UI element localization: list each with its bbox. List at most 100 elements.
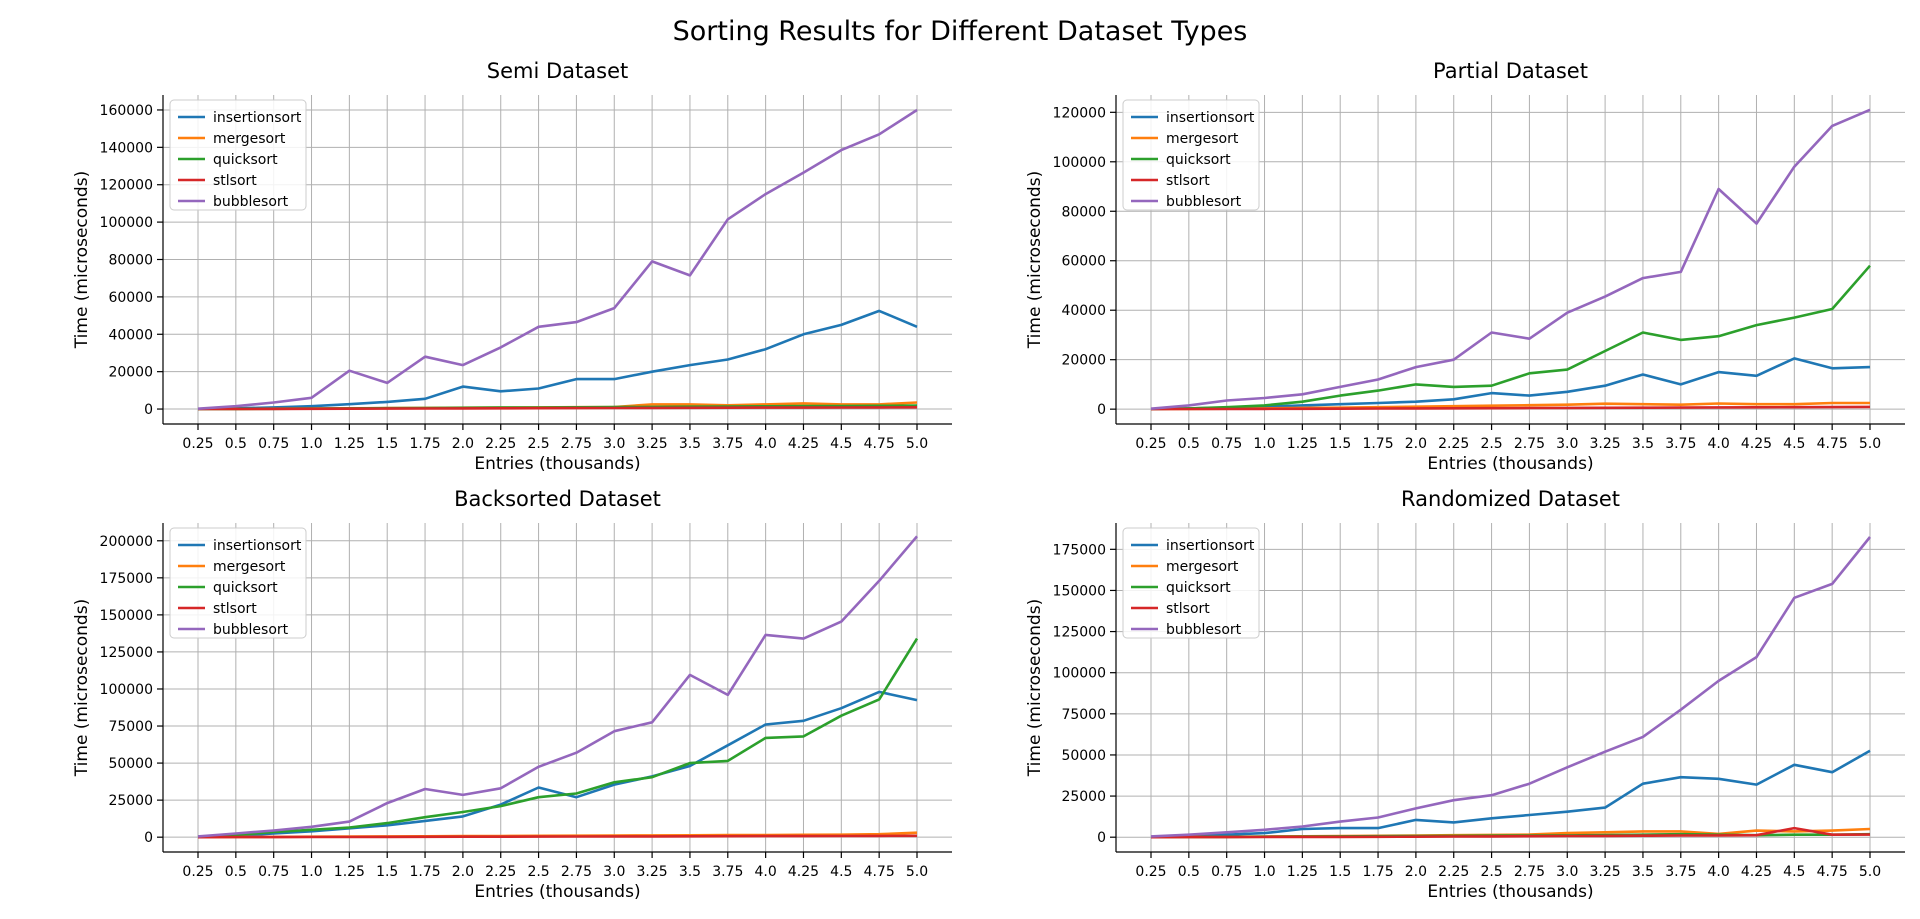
x-tick-label: 1.25 (1287, 864, 1318, 880)
x-axis-title: Entries (thousands) (1427, 882, 1593, 902)
x-tick-label: 4.25 (788, 436, 819, 452)
x-tick-label: 2.25 (1438, 436, 1469, 452)
x-tick-label: 3.5 (679, 864, 701, 880)
y-tick-label: 60000 (108, 290, 153, 306)
x-tick-label: 3.25 (637, 436, 668, 452)
legend-entry: stlsort (1166, 173, 1210, 189)
x-tick-label: 4.5 (830, 864, 852, 880)
legend-entry: insertionsort (213, 538, 302, 554)
x-tick-label: 2.25 (485, 436, 516, 452)
y-tick-label: 80000 (108, 253, 153, 269)
x-tick-label: 3.0 (603, 864, 625, 880)
y-axis-title: Time (microseconds) (1025, 171, 1045, 349)
y-tick-label: 0 (1097, 830, 1106, 846)
legend-entry: mergesort (213, 131, 286, 147)
x-tick-label: 2.0 (1405, 436, 1427, 452)
y-tick-label: 50000 (1061, 748, 1106, 764)
x-tick-label: 1.0 (1253, 436, 1275, 452)
legend-box (169, 99, 307, 211)
x-tick-label: 2.5 (1480, 436, 1502, 452)
x-tick-label: 4.5 (1783, 436, 1805, 452)
x-tick-label: 5.0 (906, 864, 928, 880)
legend: insertionsort mergesort quicksort stlsort bu… (1122, 527, 1260, 639)
y-tick-label: 160000 (100, 103, 153, 119)
legend-entry: stlsort (213, 601, 257, 617)
x-tick-label: 1.75 (1362, 864, 1393, 880)
x-tick-label: 4.25 (788, 864, 819, 880)
x-tick-label: 0.75 (258, 436, 289, 452)
y-tick-label: 25000 (1061, 789, 1106, 805)
x-tick-label: 4.75 (1817, 864, 1848, 880)
x-tick-label: 1.25 (1287, 436, 1318, 452)
x-tick-label: 3.0 (1556, 436, 1578, 452)
x-tick-label: 4.0 (1707, 436, 1729, 452)
legend-box (1122, 99, 1260, 211)
x-tick-label: 0.75 (258, 864, 289, 880)
x-tick-label: 0.25 (182, 864, 213, 880)
x-tick-label: 0.5 (1178, 864, 1200, 880)
x-tick-label: 1.75 (1362, 436, 1393, 452)
legend: insertionsort mergesort quicksort stlsort bu… (169, 99, 307, 211)
legend-entry: stlsort (213, 173, 257, 189)
legend-entry: insertionsort (1166, 110, 1255, 126)
x-tick-label: 5.0 (906, 436, 928, 452)
subplot-title: Semi Dataset (487, 59, 628, 83)
subplot-title: Randomized Dataset (1401, 487, 1620, 511)
x-tick-label: 4.0 (1707, 864, 1729, 880)
x-tick-label: 0.25 (182, 436, 213, 452)
y-tick-label: 25000 (108, 793, 153, 809)
y-axis-title: Time (microseconds) (1025, 599, 1045, 777)
y-tick-label: 20000 (108, 365, 153, 381)
legend-entry: insertionsort (1166, 538, 1255, 554)
x-tick-label: 0.25 (1135, 436, 1166, 452)
x-tick-label: 1.5 (1329, 864, 1351, 880)
x-tick-label: 1.0 (300, 864, 322, 880)
series-line-stlsort (198, 405, 918, 411)
y-tick-label: 125000 (100, 645, 153, 661)
series-line-stlsort (1150, 405, 1871, 411)
x-tick-label: 1.5 (1329, 436, 1351, 452)
x-tick-label: 2.5 (527, 436, 549, 452)
legend-entry: bubblesort (1166, 194, 1242, 210)
legend-entry: quicksort (1166, 580, 1231, 596)
y-tick-label: 150000 (1053, 583, 1106, 599)
y-tick-label: 20000 (1061, 353, 1106, 369)
x-tick-label: 5.0 (1859, 864, 1881, 880)
series-line-insertionsort (197, 690, 918, 838)
x-tick-label: 3.75 (1665, 864, 1696, 880)
y-tick-label: 75000 (108, 719, 153, 735)
legend-entry: bubblesort (213, 194, 289, 210)
legend-entry: mergesort (213, 559, 286, 575)
y-tick-label: 100000 (100, 215, 153, 231)
x-tick-label: 2.75 (1514, 864, 1545, 880)
x-tick-label: 0.75 (1211, 436, 1242, 452)
x-tick-label: 2.75 (1514, 436, 1545, 452)
legend-entry: quicksort (213, 152, 278, 168)
x-tick-label: 3.75 (1665, 436, 1696, 452)
x-tick-label: 5.0 (1859, 436, 1881, 452)
x-tick-label: 4.25 (1741, 864, 1772, 880)
x-tick-label: 4.0 (754, 436, 776, 452)
x-tick-label: 1.0 (300, 436, 322, 452)
x-tick-label: 0.5 (225, 864, 247, 880)
series-line-insertionsort (197, 309, 918, 411)
x-tick-label: 4.0 (754, 864, 776, 880)
series-line-bubblesort (197, 108, 918, 410)
x-tick-label: 4.25 (1741, 436, 1772, 452)
x-tick-label: 3.75 (712, 864, 743, 880)
y-tick-label: 175000 (100, 571, 153, 587)
series-line-stlsort (1150, 826, 1871, 839)
x-tick-label: 3.25 (637, 864, 668, 880)
x-tick-label: 1.75 (409, 864, 440, 880)
x-tick-label: 1.5 (376, 436, 398, 452)
series-line-bubblesort (1150, 108, 1871, 410)
subplot-title: Partial Dataset (1433, 59, 1588, 83)
legend-entry: stlsort (1166, 601, 1210, 617)
x-tick-label: 2.25 (1438, 864, 1469, 880)
y-tick-label: 0 (144, 402, 153, 418)
y-tick-label: 100000 (100, 682, 153, 698)
series-line-bubblesort (1150, 536, 1872, 838)
y-axis-title: Time (microseconds) (72, 171, 92, 349)
x-tick-label: 1.0 (1253, 864, 1275, 880)
x-tick-label: 0.5 (1178, 436, 1200, 452)
